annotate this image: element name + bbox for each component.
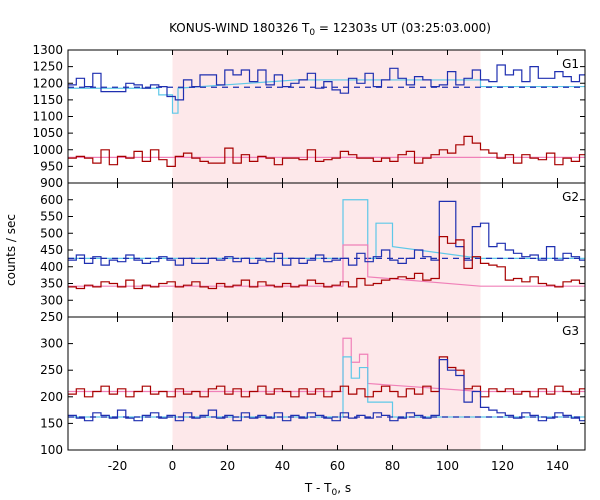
panel-label-G3: G3: [562, 324, 579, 338]
panel-G2-y-tick-label: 400: [40, 260, 63, 274]
plot-area: 9009501000105011001150120012501300G12503…: [32, 43, 586, 473]
panel-G3-fit-line-0: [68, 337, 585, 393]
panel-G1-y-tick-label: 1250: [32, 60, 63, 74]
panel-G2-y-tick-label: 300: [40, 293, 63, 307]
panel-G2-y-tick-label: 500: [40, 226, 63, 240]
panel-G3-y-tick-label: 300: [40, 337, 63, 351]
panel-G2-y-tick-label: 450: [40, 243, 63, 257]
panel-G3-y-tick-label: 150: [40, 416, 63, 430]
panel-G2-y-tick-label: 600: [40, 193, 63, 207]
x-tick-label: 20: [220, 459, 235, 473]
panel-G3-fit-line-1: [68, 356, 585, 418]
panel-G1-y-tick-label: 1000: [32, 143, 63, 157]
panel-G1-y-tick-label: 950: [40, 159, 63, 173]
panel-G3-frame: [67, 316, 586, 451]
x-tick-label: 0: [169, 459, 177, 473]
panel-G2-series-red: [68, 236, 585, 290]
panel-G3-y-tick-label: 200: [40, 390, 63, 404]
panel-G1-series-red: [68, 135, 585, 167]
panel-G1-y-tick-label: 1300: [32, 43, 63, 57]
chart-title: KONUS-WIND 180326 T0 = 12303s UT (03:25:…: [169, 21, 491, 38]
x-tick-label: 100: [436, 459, 459, 473]
x-tick-label: 80: [385, 459, 400, 473]
panel-G1-y-tick-label: 1150: [32, 93, 63, 107]
x-tick-label: 40: [275, 459, 290, 473]
shaded-interval: [172, 50, 481, 450]
panel-label-G1: G1: [562, 57, 579, 71]
x-tick-label: 140: [546, 459, 569, 473]
panel-G1-fit-line-0: [68, 79, 585, 114]
panel-G3-series-blue: [68, 359, 585, 422]
x-tick-label: 120: [491, 459, 514, 473]
panel-G3-y-tick-label: 100: [40, 443, 63, 457]
y-axis-label: counts / sec: [4, 214, 18, 286]
panel-G2-y-tick-label: 250: [40, 310, 63, 324]
panel-G1-y-tick-label: 1050: [32, 126, 63, 140]
panel-G3-series-red: [68, 356, 585, 398]
panel-G1-y-tick-label: 1100: [32, 110, 63, 124]
x-tick-label: 60: [330, 459, 345, 473]
panel-G1-y-tick-label: 900: [40, 176, 63, 190]
x-tick-label: -20: [108, 459, 128, 473]
x-axis-label: T - T0, s: [304, 481, 351, 498]
panel-G2-y-tick-label: 550: [40, 210, 63, 224]
panel-G2-series-blue: [68, 200, 585, 266]
panel-G3-y-tick-label: 250: [40, 363, 63, 377]
panel-G2-y-tick-label: 350: [40, 277, 63, 291]
panel-G1-series-blue: [68, 64, 585, 101]
panel-label-G2: G2: [562, 190, 579, 204]
panel-G1-y-tick-label: 1200: [32, 76, 63, 90]
panel-G2-fit-line-2: [68, 244, 585, 287]
